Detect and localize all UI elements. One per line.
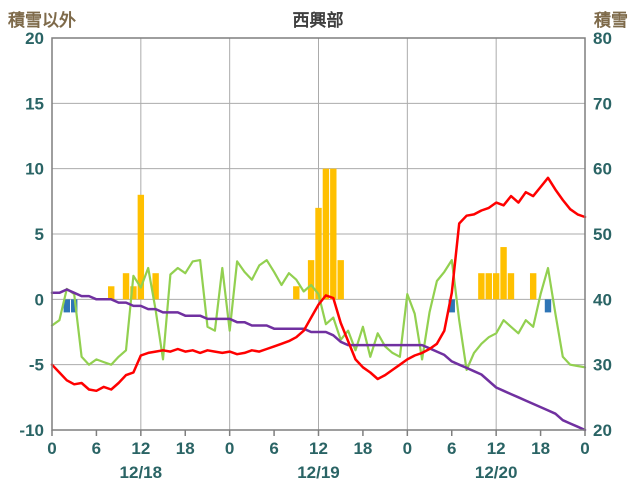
left-axis-tick-label: 15 (25, 94, 44, 113)
x-axis-hour-label: 0 (403, 439, 412, 458)
x-axis-hour-label: 18 (353, 439, 372, 458)
orange-bars-bar (529, 273, 537, 300)
orange-bars-bar (485, 273, 492, 300)
blue-bars-bar (71, 299, 78, 313)
x-axis-date-label: 12/20 (475, 463, 518, 482)
orange-bars-bar (108, 286, 115, 300)
right-axis-title: 積雪 (594, 11, 628, 30)
left-axis-tick-label: 10 (25, 160, 44, 179)
right-axis-tick-label: 50 (593, 225, 612, 244)
x-axis-date-label: 12/19 (297, 463, 340, 482)
orange-bars-bar (122, 273, 130, 300)
orange-bars-bar (315, 207, 322, 300)
orange-bars-bar (492, 273, 500, 300)
orange-bars-bar (507, 273, 515, 300)
orange-bars-bar (293, 286, 300, 300)
x-axis-date-label: 12/18 (120, 463, 163, 482)
right-axis-tick-label: 30 (593, 356, 612, 375)
right-axis-tick-label: 60 (593, 160, 612, 179)
orange-bars-bar (500, 247, 507, 300)
x-axis-hour-label: 6 (92, 439, 101, 458)
orange-bars-bar (307, 260, 315, 300)
right-axis-tick-label: 40 (593, 290, 612, 309)
blue-bars-bar (63, 299, 71, 313)
x-axis-hour-label: 12 (131, 439, 150, 458)
orange-bars-bar (330, 168, 337, 300)
left-axis-title: 積雪以外 (8, 11, 76, 30)
x-axis-hour-label: 6 (269, 439, 278, 458)
orange-bars-bar (137, 194, 145, 300)
right-axis-tick-label: 20 (593, 421, 612, 440)
x-axis-hour-label: 18 (176, 439, 195, 458)
x-axis-hour-label: 12 (309, 439, 328, 458)
left-axis-tick-label: 5 (35, 225, 44, 244)
orange-bars-bar (322, 168, 330, 300)
x-axis-hour-label: 0 (225, 439, 234, 458)
red-line (50, 176, 587, 393)
x-axis-hour-label: 0 (580, 439, 589, 458)
green-line (50, 259, 587, 371)
orange-bars-bar (337, 260, 344, 300)
x-axis-hour-label: 18 (531, 439, 550, 458)
right-axis-tick-label: 80 (593, 29, 612, 48)
left-axis-tick-label: 20 (25, 29, 44, 48)
x-axis-hour-label: 6 (447, 439, 456, 458)
blue-bars-bar (448, 299, 455, 313)
left-axis-tick-label: 0 (35, 290, 44, 309)
chart-title: 西興部 (292, 11, 344, 30)
orange-bars-bar (152, 273, 159, 300)
left-axis-tick-label: -10 (19, 421, 44, 440)
orange-bars-bar (478, 273, 485, 300)
x-axis-hour-label: 0 (47, 439, 56, 458)
right-axis-tick-label: 70 (593, 94, 612, 113)
x-axis-hour-label: 12 (487, 439, 506, 458)
orange-bars-bar (130, 286, 137, 300)
left-axis-tick-label: -5 (29, 356, 44, 375)
purple-line (50, 288, 587, 432)
blue-bars-bar (544, 299, 552, 313)
